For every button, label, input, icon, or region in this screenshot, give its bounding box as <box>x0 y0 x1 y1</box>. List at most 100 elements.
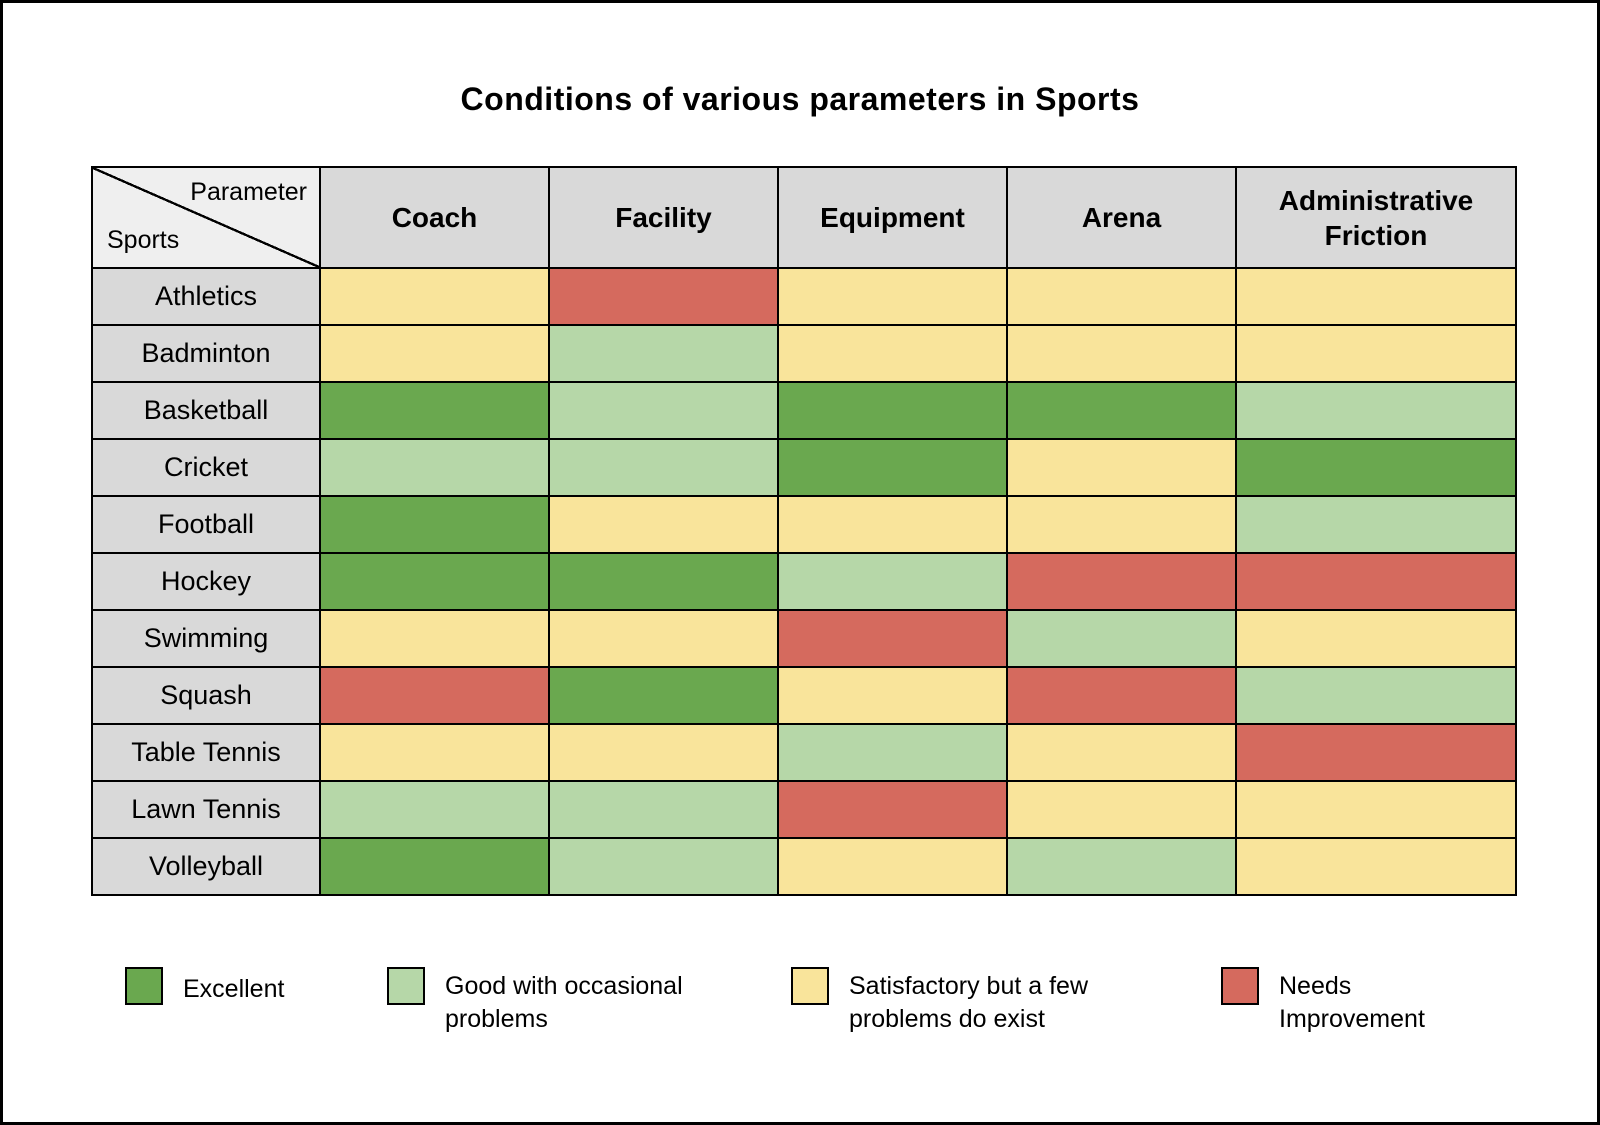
cell-hockey-facility <box>548 552 779 611</box>
table-row-table-tennis: Table Tennis <box>91 723 1517 782</box>
cell-swimming-administrative-friction <box>1235 609 1517 668</box>
corner-sports-label: Sports <box>107 226 180 254</box>
cell-badminton-administrative-friction <box>1235 324 1517 383</box>
cell-athletics-equipment <box>777 267 1008 326</box>
table-row-basketball: Basketball <box>91 381 1517 440</box>
row-header-badminton: Badminton <box>91 324 321 383</box>
cell-lawn-tennis-arena <box>1006 780 1237 839</box>
legend-swatch-satisfactory <box>791 967 829 1005</box>
cell-swimming-facility <box>548 609 779 668</box>
cell-volleyball-facility <box>548 837 779 896</box>
column-header-arena: Arena <box>1006 166 1237 269</box>
cell-hockey-equipment <box>777 552 1008 611</box>
cell-cricket-facility <box>548 438 779 497</box>
legend-swatch-excellent <box>125 967 163 1005</box>
row-header-athletics: Athletics <box>91 267 321 326</box>
cell-swimming-arena <box>1006 609 1237 668</box>
sports-parameters-table: Parameter Sports Coach Facility Equipment A… <box>91 166 1517 896</box>
legend-item-satisfactory: Satisfactory but a few problems do exist <box>791 967 1221 1036</box>
cell-football-arena <box>1006 495 1237 554</box>
cell-football-facility <box>548 495 779 554</box>
cell-swimming-coach <box>319 609 550 668</box>
row-header-cricket: Cricket <box>91 438 321 497</box>
cell-table-tennis-coach <box>319 723 550 782</box>
column-header-coach: Coach <box>319 166 550 269</box>
corner-cell: Parameter Sports <box>91 166 321 269</box>
table-row-football: Football <box>91 495 1517 554</box>
cell-squash-coach <box>319 666 550 725</box>
row-header-hockey: Hockey <box>91 552 321 611</box>
cell-badminton-equipment <box>777 324 1008 383</box>
cell-athletics-coach <box>319 267 550 326</box>
cell-table-tennis-arena <box>1006 723 1237 782</box>
row-header-squash: Squash <box>91 666 321 725</box>
cell-basketball-equipment <box>777 381 1008 440</box>
header-row: Parameter Sports Coach Facility Equipment A… <box>91 166 1517 269</box>
cell-volleyball-equipment <box>777 837 1008 896</box>
cell-cricket-administrative-friction <box>1235 438 1517 497</box>
cell-hockey-arena <box>1006 552 1237 611</box>
cell-hockey-coach <box>319 552 550 611</box>
column-header-facility: Facility <box>548 166 779 269</box>
cell-football-coach <box>319 495 550 554</box>
row-header-swimming: Swimming <box>91 609 321 668</box>
cell-swimming-equipment <box>777 609 1008 668</box>
cell-basketball-administrative-friction <box>1235 381 1517 440</box>
cell-football-equipment <box>777 495 1008 554</box>
cell-lawn-tennis-administrative-friction <box>1235 780 1517 839</box>
row-header-basketball: Basketball <box>91 381 321 440</box>
chart-title: Conditions of various parameters in Spor… <box>460 81 1140 117</box>
cell-basketball-arena <box>1006 381 1237 440</box>
cell-cricket-coach <box>319 438 550 497</box>
cell-volleyball-administrative-friction <box>1235 837 1517 896</box>
table-row-lawn-tennis: Lawn Tennis <box>91 780 1517 839</box>
cell-volleyball-arena <box>1006 837 1237 896</box>
cell-hockey-administrative-friction <box>1235 552 1517 611</box>
cell-table-tennis-administrative-friction <box>1235 723 1517 782</box>
cell-football-administrative-friction <box>1235 495 1517 554</box>
cell-lawn-tennis-facility <box>548 780 779 839</box>
legend-item-good: Good with occasional problems <box>387 967 791 1036</box>
table-row-volleyball: Volleyball <box>91 837 1517 896</box>
cell-squash-facility <box>548 666 779 725</box>
legend-item-needs_improvement: Needs Improvement <box>1221 967 1459 1036</box>
cell-badminton-facility <box>548 324 779 383</box>
cell-table-tennis-equipment <box>777 723 1008 782</box>
legend-swatch-needs_improvement <box>1221 967 1259 1005</box>
legend-item-excellent: Excellent <box>125 967 387 1006</box>
table-row-cricket: Cricket <box>91 438 1517 497</box>
row-header-football: Football <box>91 495 321 554</box>
legend-swatch-good <box>387 967 425 1005</box>
table-row-athletics: Athletics <box>91 267 1517 326</box>
column-header-administrative-friction: Administrative Friction <box>1235 166 1517 269</box>
corner-parameter-label: Parameter <box>190 178 307 206</box>
cell-lawn-tennis-equipment <box>777 780 1008 839</box>
column-header-equipment: Equipment <box>777 166 1008 269</box>
table-row-squash: Squash <box>91 666 1517 725</box>
table-row-swimming: Swimming <box>91 609 1517 668</box>
cell-cricket-equipment <box>777 438 1008 497</box>
table-row-badminton: Badminton <box>91 324 1517 383</box>
cell-athletics-administrative-friction <box>1235 267 1517 326</box>
cell-athletics-facility <box>548 267 779 326</box>
legend-label-excellent: Excellent <box>183 975 285 1003</box>
row-header-volleyball: Volleyball <box>91 837 321 896</box>
cell-athletics-arena <box>1006 267 1237 326</box>
cell-cricket-arena <box>1006 438 1237 497</box>
legend-label-satisfactory: Satisfactory but a few problems do exist <box>849 972 1089 1033</box>
cell-basketball-facility <box>548 381 779 440</box>
cell-badminton-coach <box>319 324 550 383</box>
row-header-table-tennis: Table Tennis <box>91 723 321 782</box>
legend-label-needs_improvement: Needs Improvement <box>1279 972 1425 1033</box>
legend-label-good: Good with occasional problems <box>445 972 683 1033</box>
cell-volleyball-coach <box>319 837 550 896</box>
cell-squash-administrative-friction <box>1235 666 1517 725</box>
legend: Excellent Good with occasional problems Sa… <box>125 967 1459 1036</box>
cell-squash-equipment <box>777 666 1008 725</box>
cell-basketball-coach <box>319 381 550 440</box>
cell-lawn-tennis-coach <box>319 780 550 839</box>
table-row-hockey: Hockey <box>91 552 1517 611</box>
cell-squash-arena <box>1006 666 1237 725</box>
row-header-lawn-tennis: Lawn Tennis <box>91 780 321 839</box>
